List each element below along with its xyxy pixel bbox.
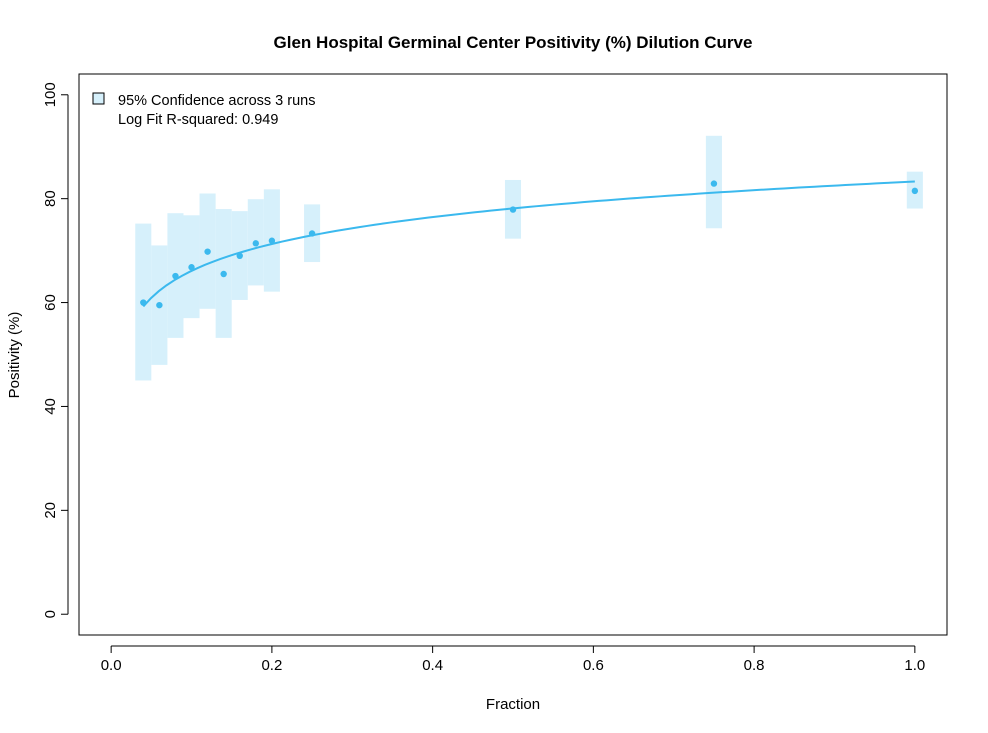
x-tick-label-5: 1.0 [904, 657, 925, 674]
y-tick-label-2: 40 [42, 398, 59, 415]
data-point-8 [268, 237, 276, 244]
y-tick-label-5: 100 [42, 82, 59, 107]
data-point-11 [710, 180, 718, 187]
y-tick-label-0: 0 [42, 610, 59, 618]
x-tick-label-1: 0.2 [261, 657, 282, 674]
data-point-12 [911, 187, 919, 195]
data-point-6 [236, 252, 243, 260]
x-tick-label-2: 0.4 [422, 657, 443, 674]
y-tick-label-1: 20 [42, 502, 59, 519]
y-axis-label: Positivity (%) [6, 312, 23, 399]
data-points [140, 180, 919, 309]
y-axis: 0 20 40 60 80 100 [42, 82, 69, 618]
data-point-7 [252, 240, 260, 247]
plot-frame [78, 73, 948, 636]
data-point-2 [172, 272, 179, 280]
chart-title: Glen Hospital Germinal Center Positivity… [274, 33, 753, 52]
legend-entry-r-squared: Log Fit R-squared: 0.949 [118, 112, 278, 128]
data-point-9 [308, 230, 316, 237]
x-tick-label-4: 0.8 [744, 657, 765, 674]
data-point-5 [220, 270, 227, 278]
x-axis: 0.0 0.2 0.4 0.6 0.8 1.0 [101, 645, 925, 674]
data-point-10 [509, 206, 517, 213]
legend: 95% Confidence across 3 runs Log Fit R-s… [92, 92, 315, 128]
x-axis-label: Fraction [486, 696, 540, 713]
data-point-4 [204, 248, 211, 255]
legend-entry-confidence: 95% Confidence across 3 runs [118, 93, 315, 109]
x-tick-label-3: 0.6 [583, 657, 604, 674]
log-fit-line [142, 180, 915, 308]
y-tick-label-3: 60 [42, 294, 59, 311]
x-tick-label-0: 0.0 [101, 657, 122, 674]
data-point-1 [156, 301, 163, 309]
confidence-bands [135, 135, 923, 381]
data-point-3 [188, 264, 195, 271]
y-tick-label-4: 80 [42, 190, 59, 207]
legend-swatch-confidence [92, 92, 105, 105]
data-point-0 [140, 299, 147, 306]
